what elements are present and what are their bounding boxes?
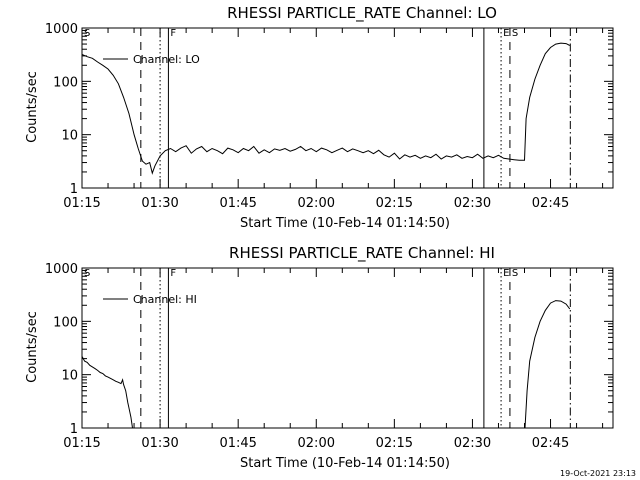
x-tick-label-lo: 02:30 bbox=[454, 196, 491, 211]
timestamp: 19-Oct-2021 23:13 bbox=[560, 469, 636, 478]
x-tick-label-lo: 01:45 bbox=[219, 196, 256, 211]
segment-marker-label-lo: S bbox=[84, 28, 90, 39]
x-tick-label-lo: 02:15 bbox=[376, 196, 413, 211]
x-axis-label-lo: Start Time (10-Feb-14 01:14:50) bbox=[240, 216, 450, 231]
series-line-lo bbox=[81, 42, 571, 175]
y-tick-label-lo: 100 bbox=[53, 75, 78, 90]
x-tick-label-hi: 01:45 bbox=[219, 436, 256, 451]
x-tick-label-lo: 02:45 bbox=[532, 196, 569, 211]
y-tick-label-hi: 10 bbox=[61, 369, 78, 384]
y-tick-label-lo: 10 bbox=[61, 129, 78, 144]
x-tick-label-hi: 02:15 bbox=[376, 436, 413, 451]
y-tick-label-hi: 100 bbox=[53, 315, 78, 330]
segment-marker-label-lo: S bbox=[512, 28, 518, 39]
chart-title-lo: RHESSI PARTICLE_RATE Channel: LO bbox=[227, 4, 497, 23]
y-tick-label-lo: 1000 bbox=[45, 22, 78, 37]
segment-marker-label-lo: F bbox=[170, 28, 176, 39]
panel-lo: RHESSI PARTICLE_RATE Channel: LO Start T… bbox=[25, 4, 614, 231]
y-axis-label-hi: Counts/sec bbox=[25, 311, 40, 383]
segment-marker-label-hi: E bbox=[503, 268, 509, 279]
segment-marker-label-hi: S bbox=[84, 268, 90, 279]
x-tick-label-hi: 02:00 bbox=[298, 436, 335, 451]
segment-marker-label-hi: F bbox=[170, 268, 176, 279]
plot-frame-hi bbox=[81, 267, 614, 429]
legend-label-hi: Channel: HI bbox=[133, 293, 197, 306]
x-tick-label-hi: 02:30 bbox=[454, 436, 491, 451]
y-tick-label-hi: 1 bbox=[70, 422, 78, 437]
x-tick-label-lo: 01:15 bbox=[63, 196, 100, 211]
plot-frame-lo bbox=[81, 27, 614, 189]
panel-hi: RHESSI PARTICLE_RATE Channel: HI Start T… bbox=[25, 244, 614, 471]
legend-label-lo: Channel: LO bbox=[133, 53, 200, 66]
x-axis-label-hi: Start Time (10-Feb-14 01:14:50) bbox=[240, 456, 450, 471]
x-tick-label-hi: 01:30 bbox=[141, 436, 178, 451]
series-line-hi bbox=[81, 300, 571, 429]
y-tick-label-hi: 1000 bbox=[45, 262, 78, 277]
x-tick-label-hi: 01:15 bbox=[63, 436, 100, 451]
chart-title-hi: RHESSI PARTICLE_RATE Channel: HI bbox=[229, 244, 495, 263]
x-tick-label-lo: 01:30 bbox=[141, 196, 178, 211]
y-tick-label-lo: 1 bbox=[70, 182, 78, 197]
y-axis-label-lo: Counts/sec bbox=[25, 71, 40, 143]
x-tick-label-hi: 02:45 bbox=[532, 436, 569, 451]
segment-marker-label-lo: E bbox=[503, 28, 509, 39]
segment-marker-label-hi: S bbox=[512, 268, 518, 279]
x-tick-label-lo: 02:00 bbox=[298, 196, 335, 211]
